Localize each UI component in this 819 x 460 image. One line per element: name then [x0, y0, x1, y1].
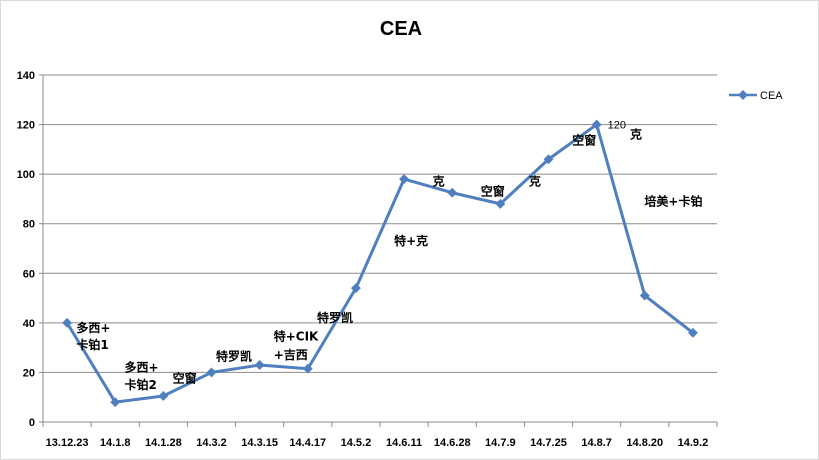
data-label: 120: [608, 120, 626, 132]
treatment-annotation: 特罗凯: [317, 310, 353, 325]
treatment-annotation: 多西+: [124, 359, 158, 374]
treatment-annotation: 卡铂1: [76, 337, 108, 352]
legend-label: CEA: [760, 90, 783, 102]
treatment-annotation: 克: [529, 174, 541, 189]
series-group: 120: [62, 120, 698, 408]
treatment-annotation: 培美+卡铂: [644, 193, 702, 208]
treatment-annotation: 卡铂2: [124, 377, 156, 392]
x-tick-label: 14.1.28: [145, 437, 182, 449]
treatment-annotation: 空窗: [173, 371, 197, 386]
series-line: [65, 123, 694, 404]
legend-marker: [738, 90, 748, 100]
y-tick-label: 120: [17, 120, 35, 132]
data-point: [639, 290, 650, 301]
y-tick-label: 20: [23, 367, 35, 379]
y-axis: 0 20 40 60 80 100 120 140: [17, 70, 44, 429]
x-tick-label: 14.7.9: [485, 437, 516, 449]
x-tick-label: 14.1.8: [100, 437, 131, 449]
data-point: [495, 198, 506, 209]
grid-lines: [43, 74, 717, 373]
treatment-annotation: 特+克: [394, 233, 428, 248]
data-point: [399, 174, 410, 185]
x-tick-label: 14.8.20: [626, 437, 663, 449]
treatment-annotation: 空窗: [572, 133, 596, 148]
y-tick-label: 80: [23, 219, 35, 231]
y-tick-label: 0: [29, 417, 35, 429]
data-point: [687, 327, 698, 338]
data-point: [206, 367, 217, 378]
x-tick-label: 14.8.7: [581, 437, 612, 449]
x-tick-label: 14.3.15: [241, 437, 278, 449]
data-point: [543, 154, 554, 165]
x-tick-label: 14.7.25: [530, 437, 567, 449]
x-tick-label: 14.3.2: [196, 437, 227, 449]
y-tick-label: 140: [17, 70, 35, 82]
chart-title: CEA: [380, 18, 422, 40]
y-tick-label: 60: [23, 268, 35, 280]
treatment-annotation: +吉西: [274, 347, 308, 362]
x-tick-label: 14.6.28: [434, 437, 471, 449]
x-axis: 13.12.23 14.1.8 14.1.28 14.3.2 14.3.15 14.4.1…: [42, 421, 718, 449]
data-point: [158, 391, 169, 401]
data-point: [350, 283, 361, 294]
x-tick-label: 13.12.23: [46, 437, 89, 449]
data-point: [254, 360, 265, 370]
treatment-annotation: 空窗: [481, 183, 505, 198]
treatment-annotation: 克: [433, 174, 445, 189]
treatment-annotation: 多西+: [76, 320, 110, 335]
treatment-annotation: 克: [630, 126, 642, 141]
treatment-annotation: 特+CIK: [274, 328, 319, 343]
treatment-annotation: 特罗凯: [216, 348, 252, 363]
data-point: [447, 187, 458, 198]
y-tick-label: 100: [17, 169, 35, 181]
x-tick-label: 14.9.2: [678, 437, 709, 449]
legend: CEA: [729, 90, 783, 102]
x-tick-label: 14.4.17: [289, 437, 326, 449]
y-tick-label: 40: [23, 318, 35, 330]
x-tick-label: 14.5.2: [341, 437, 372, 449]
data-point: [591, 119, 602, 130]
x-tick-label: 14.6.11: [386, 437, 422, 449]
data-point: [302, 363, 313, 374]
